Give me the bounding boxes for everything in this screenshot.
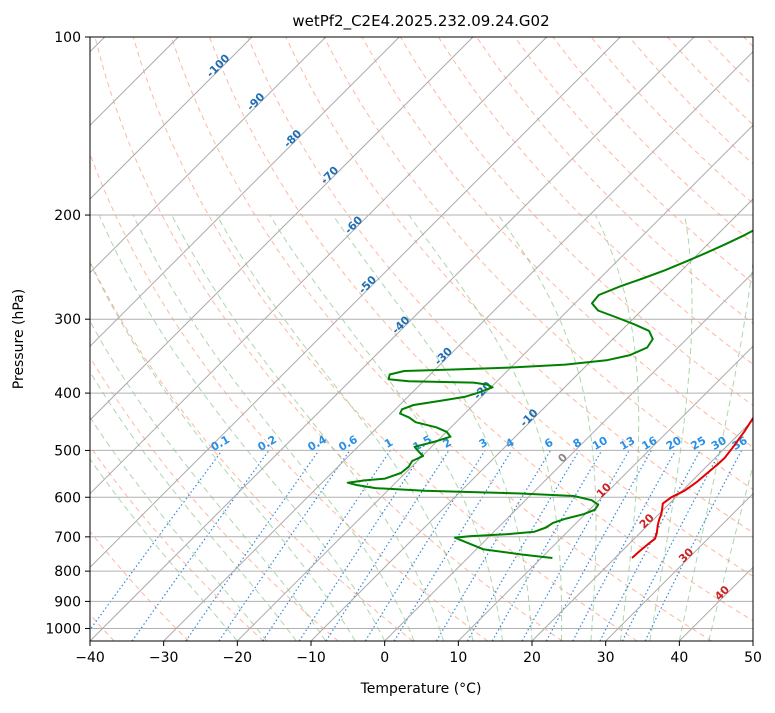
x-tick-label: 40 <box>670 650 688 666</box>
x-tick-label: 0 <box>380 650 389 666</box>
x-tick-label: −20 <box>223 650 253 666</box>
y-tick-label: 900 <box>54 594 81 610</box>
y-axis-label: Pressure (hPa) <box>11 289 27 389</box>
x-tick-label: −10 <box>296 650 326 666</box>
y-tick-label: 300 <box>54 312 81 328</box>
y-tick-label: 200 <box>54 208 81 224</box>
y-tick-label: 500 <box>54 443 81 459</box>
y-tick-label: 700 <box>54 530 81 546</box>
y-tick-label: 400 <box>54 386 81 402</box>
chart-title: wetPf2_C2E4.2025.232.09.24.G02 <box>292 12 549 31</box>
x-tick-label: 10 <box>449 650 467 666</box>
x-tick-label: −40 <box>75 650 105 666</box>
x-tick-label: 30 <box>597 650 615 666</box>
y-tick-label: 600 <box>54 490 81 506</box>
y-tick-label: 1000 <box>45 621 81 637</box>
y-tick-label: 800 <box>54 564 81 580</box>
x-tick-label: −30 <box>149 650 179 666</box>
x-tick-label: 20 <box>523 650 541 666</box>
y-tick-label: 100 <box>54 30 81 46</box>
x-axis-label: Temperature (°C) <box>360 681 482 697</box>
x-tick-label: 50 <box>744 650 762 666</box>
